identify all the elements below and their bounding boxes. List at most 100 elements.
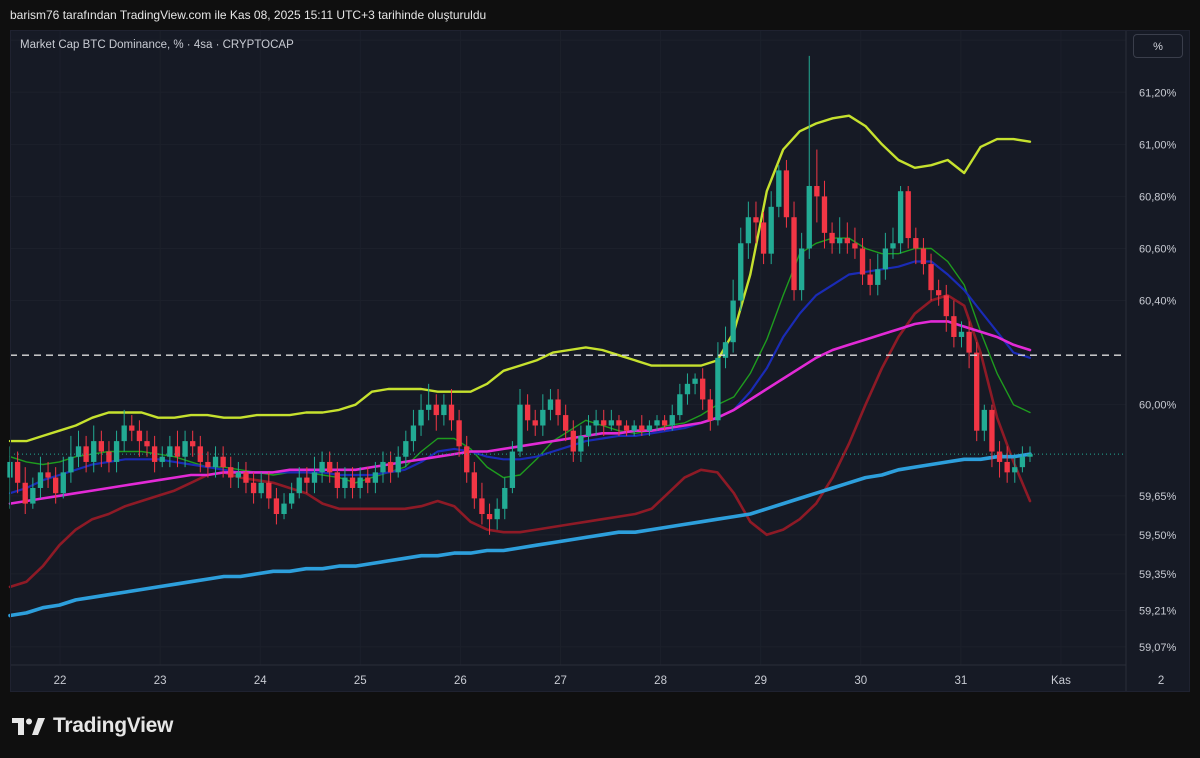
- y-tick-label: 60,80%: [1139, 191, 1177, 203]
- candle: [920, 238, 927, 275]
- candle: [281, 493, 287, 520]
- x-tick-label: 25: [354, 675, 367, 687]
- candle: [996, 441, 1003, 478]
- candle: [144, 430, 150, 457]
- candle-body: [136, 430, 143, 442]
- candle-body: [144, 441, 150, 447]
- candle-body: [494, 508, 500, 520]
- candle-body: [760, 222, 767, 254]
- candle: [532, 409, 538, 436]
- candle: [327, 451, 333, 483]
- candle-body: [319, 461, 325, 473]
- candle-body: [890, 243, 896, 249]
- percent-scale-button[interactable]: %: [1133, 34, 1183, 58]
- candle-body: [943, 295, 949, 317]
- candle-body: [897, 191, 904, 244]
- candle-body: [996, 451, 1003, 462]
- candle: [509, 441, 516, 494]
- candle-body: [349, 477, 356, 488]
- candle-body: [471, 472, 477, 499]
- candle-body: [387, 461, 394, 473]
- price-axis: [1126, 30, 1190, 665]
- candle-body: [243, 472, 249, 483]
- candle: [966, 321, 972, 369]
- candle-body: [159, 456, 165, 462]
- candle-body: [547, 399, 554, 410]
- candle-body: [75, 446, 82, 457]
- y-tick-label: 60,40%: [1139, 296, 1177, 308]
- candle: [875, 253, 881, 296]
- candle: [433, 394, 439, 431]
- candle-body: [654, 420, 660, 426]
- candle: [425, 383, 432, 421]
- candle: [692, 373, 698, 395]
- candle-body: [342, 477, 348, 488]
- candle-body: [30, 487, 36, 504]
- candle: [593, 409, 599, 436]
- candle: [464, 435, 470, 483]
- candle-body: [677, 394, 683, 416]
- y-tick-label: 61,00%: [1139, 139, 1177, 151]
- candle: [989, 404, 995, 468]
- candle: [334, 461, 340, 499]
- candle-body: [859, 248, 866, 275]
- candle: [471, 461, 477, 509]
- candle-body: [304, 477, 310, 483]
- y-tick-label: 59,21%: [1139, 605, 1177, 617]
- candle-body: [60, 472, 66, 494]
- candle-body: [563, 415, 569, 431]
- candle: [981, 404, 987, 442]
- candle: [37, 456, 44, 499]
- y-tick-label: 60,60%: [1139, 243, 1177, 255]
- candle-body: [623, 425, 630, 431]
- candle: [243, 461, 249, 494]
- candle-body: [486, 514, 493, 520]
- candle: [715, 342, 721, 426]
- snapshot-caption: barism76 tarafından TradingView.com ile …: [10, 8, 487, 22]
- candle: [273, 487, 280, 525]
- candle: [753, 201, 759, 244]
- oscillator-layer: [8, 293, 1032, 589]
- candle-body: [1019, 456, 1026, 468]
- candle: [342, 467, 348, 499]
- candle: [540, 394, 546, 436]
- candle: [258, 472, 264, 499]
- candle: [395, 446, 401, 478]
- x-tick-label: Kas: [1051, 675, 1071, 687]
- candle-body: [524, 404, 531, 421]
- candle: [616, 415, 622, 436]
- candle-body: [365, 477, 371, 483]
- candle-body: [981, 409, 987, 431]
- candle: [776, 165, 782, 218]
- candle-body: [311, 472, 318, 483]
- candle-body: [928, 264, 934, 291]
- candle: [517, 389, 523, 457]
- candle-body: [951, 316, 957, 337]
- candle-body: [464, 446, 470, 473]
- candle: [821, 180, 828, 249]
- candle: [357, 467, 363, 499]
- brand-name: TradingView: [53, 714, 174, 737]
- candle-body: [875, 269, 881, 285]
- candle: [882, 232, 889, 280]
- candle-body: [768, 206, 774, 254]
- candle: [768, 191, 774, 265]
- candle-body: [45, 472, 51, 478]
- candle: [380, 451, 386, 483]
- candle: [943, 284, 949, 332]
- candle-body: [661, 420, 668, 426]
- candle-body: [327, 461, 333, 473]
- candle: [783, 159, 790, 228]
- candle-body: [509, 451, 516, 488]
- candle-body: [745, 217, 752, 244]
- candle: [1004, 446, 1010, 483]
- candle-body: [281, 503, 287, 515]
- y-tick-label: 59,65%: [1139, 491, 1177, 503]
- y-tick-label: 60,00%: [1139, 400, 1177, 412]
- candle-body: [829, 232, 835, 244]
- candle-body: [288, 493, 295, 504]
- candle-body: [502, 487, 508, 509]
- candle: [456, 409, 462, 457]
- tradingview-logo[interactable]: TradingView: [12, 714, 173, 738]
